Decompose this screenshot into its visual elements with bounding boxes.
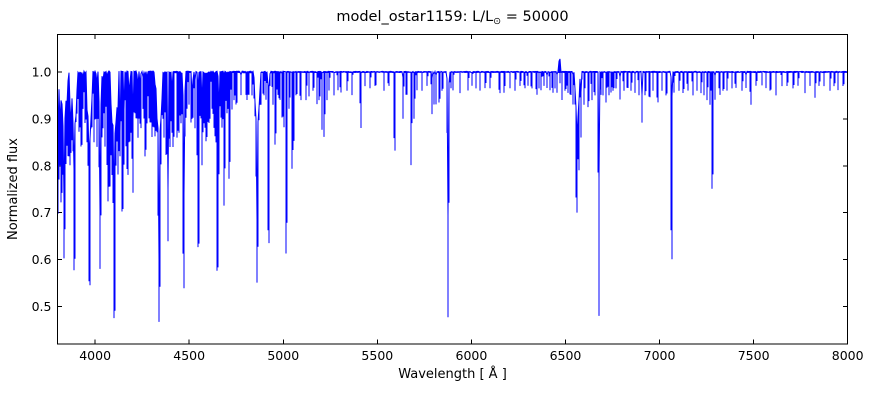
tick-label: 6000 [456,348,488,363]
y-axis-label: Normalized flux [6,138,21,240]
tick-label: 0.5 [32,299,52,314]
x-axis-label: Wavelength [ Å ] [398,367,507,382]
chart-title-suffix: = 50000 [501,9,569,25]
tick-label: 6500 [550,348,582,363]
tick-label: 4000 [79,348,111,363]
tick-labels: 4000 4500 5000 5500 6000 6500 7000 7500 8000 0.5 0… [32,65,864,363]
tick-label: 1.0 [32,65,52,80]
chart-title-prefix: model_ostar1159: L/L [336,9,494,25]
tick-label: 0.8 [32,158,52,173]
chart-title: model_ostar1159: L/L⊙ = 50000 [57,9,848,27]
tick-label: 0.9 [32,111,52,126]
sun-symbol: ⊙ [493,16,502,27]
tick-label: 8000 [832,348,864,363]
tick-label: 7000 [644,348,676,363]
tick-label: 0.7 [32,205,52,220]
tick-label: 4500 [173,348,205,363]
tick-label: 7500 [738,348,770,363]
spectrum-line [57,58,848,322]
tick-label: 5000 [267,348,299,363]
tick-label: 5500 [361,348,393,363]
tick-label: 0.6 [32,252,52,267]
plot-frame [57,34,849,345]
